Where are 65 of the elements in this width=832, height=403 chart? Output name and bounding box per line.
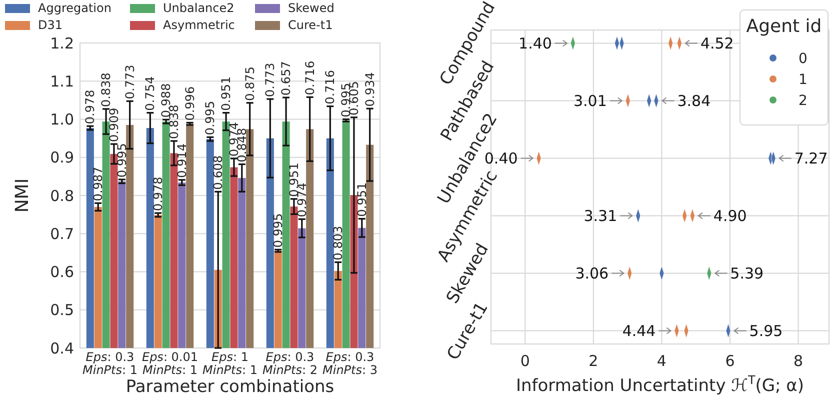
x-tick-label: Eps: 0.3 MinPts: 3 [322, 350, 378, 377]
annotation: 0.875 [242, 66, 257, 101]
annotation: 0.951 [219, 76, 234, 111]
annotation: 4.90 [713, 207, 747, 226]
annotation: 3.06 [575, 264, 609, 283]
y-tick-label: 0.5 [50, 301, 74, 320]
y-tick-label: 1.2 [50, 34, 74, 52]
legend-label: Unbalance2 [163, 1, 234, 16]
x-tick-label: Eps: 0.01 MinPts: 1 [142, 350, 198, 377]
annotation: 0.754 [143, 76, 158, 111]
y-tick-label: 0.7 [50, 224, 74, 243]
annotation: 4.44 [622, 322, 656, 340]
annotation: 0.951 [354, 182, 369, 217]
legend-label: 1 [798, 72, 808, 88]
legend-label: 2 [798, 92, 808, 109]
x-axis-title: Parameter combinations [126, 377, 334, 397]
annotation: 0.838 [99, 72, 114, 107]
x-tick-label: 6 [725, 352, 735, 370]
annotation: 0.716 [323, 70, 338, 104]
annotation: 0.773 [263, 62, 278, 98]
x-tick-label: 0 [520, 352, 530, 370]
legend-label: 0 [798, 50, 808, 67]
annotation: 0.996 [182, 86, 197, 121]
legend-title: Agent id [746, 16, 822, 37]
annotation: 0.995 [271, 213, 286, 248]
x-tick-label: Eps: 1 MinPts: 1 [202, 350, 258, 377]
annotation: 0.803 [331, 226, 346, 260]
annotation: 5.39 [730, 264, 764, 283]
y-tick-label: 1.0 [50, 110, 74, 128]
annotation: 0.995 [114, 143, 129, 178]
annotation: 3.84 [677, 92, 711, 110]
annotation: 0.657 [279, 61, 294, 96]
legend-label: Aggregation [38, 1, 112, 16]
x-tick-label: Eps: 0.3 MinPts: 2 [262, 350, 318, 377]
y-tick-label: 1.1 [50, 72, 74, 90]
annotation: 4.52 [700, 34, 734, 52]
x-tick-label: Eps: 0.3 MinPts: 1 [82, 350, 138, 377]
annotation: 7.27 [794, 149, 828, 168]
annotation: 0.773 [122, 64, 137, 100]
legend-label: Cure-t1 [288, 18, 333, 32]
x-tick-label: 2 [588, 352, 598, 370]
y-tick-label: 0.6 [50, 263, 74, 281]
x-tick-label: 4 [656, 352, 666, 370]
legend-label: Skewed [288, 1, 334, 16]
annotation: 5.95 [749, 322, 783, 340]
annotation: 0.978 [151, 176, 166, 212]
annotation: 3.31 [584, 207, 618, 226]
annotation: 1.40 [518, 34, 552, 52]
annotation: 3.01 [574, 92, 607, 110]
x-axis-title: Information Uncertatinty ℋ$^{T}$(G; α) [516, 373, 804, 396]
legend-label: Asymmetric [163, 18, 235, 32]
y-axis-title: NMI [12, 178, 33, 213]
x-tick-label: 8 [794, 352, 804, 370]
y-tick-label: 0.8 [50, 186, 74, 205]
annotation: 0.909 [106, 108, 121, 142]
annotation: 0.716 [302, 60, 317, 96]
annotation: 0.934 [362, 72, 377, 107]
y-tick-label: 0.9 [50, 148, 74, 167]
annotation: 0.914 [174, 144, 189, 178]
annotation: 0.978 [83, 90, 98, 124]
legend-label: D31 [38, 18, 63, 32]
annotation: 0.995 [203, 100, 218, 136]
y-tick-label: 0.4 [50, 339, 74, 358]
annotation: 0.608 [211, 155, 226, 190]
annotation: 0.987 [91, 166, 106, 202]
